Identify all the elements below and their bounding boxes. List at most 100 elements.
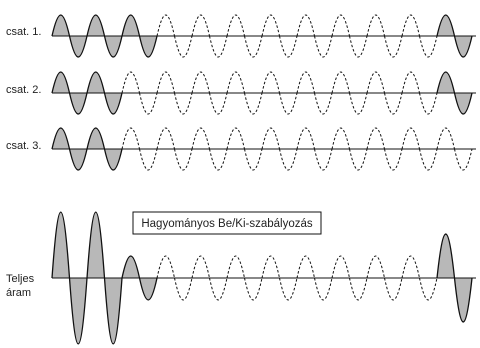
total-current-cycle-3-negative-half: [138, 277, 158, 301]
channel-1-cycle-6-negative-half: [244, 35, 263, 58]
channel-1-cycle-5-negative-half: [209, 35, 228, 58]
total-current-cycle-11-negative-half: [419, 277, 438, 301]
channel-3-cycle-10-negative-half: [384, 148, 403, 171]
total-current-cycle-12-negative-half: [453, 277, 473, 323]
channel-2-cycle-4-negative-half: [174, 92, 193, 115]
waveforms: [51, 14, 476, 345]
total-current-cycle-9-positive-half: [331, 255, 350, 279]
total-current-cycle-1-negative-half: [68, 277, 88, 345]
channel-2-cycle-3-positive-half: [121, 71, 140, 94]
total-current-cycle-8-positive-half: [296, 255, 315, 279]
total-current-cycle-7-negative-half: [279, 277, 298, 301]
channel-2-cycle-11-positive-half: [401, 71, 420, 94]
total-current-cycle-4-negative-half: [174, 277, 193, 301]
channel-3-cycle-12-positive-half: [436, 127, 455, 150]
channel-2-cycle-6-negative-half: [244, 92, 263, 115]
channel-3-cycle-1-negative-half: [68, 148, 88, 171]
channel-3-cycle-11-positive-half: [401, 127, 420, 150]
channel-2-cycle-3-negative-half: [139, 92, 158, 115]
total-current-cycle-7-positive-half: [261, 255, 280, 279]
channel-2-cycle-12-negative-half: [453, 92, 473, 115]
channel-3-cycle-2-positive-half: [86, 127, 106, 150]
channel-2-cycle-10-positive-half: [366, 71, 385, 94]
channel-1-cycle-11-positive-half: [401, 14, 420, 37]
total-current-cycle-12-positive-half: [436, 233, 456, 279]
total-current-cycle-4-positive-half: [156, 255, 175, 279]
channel-2-label: csat. 2.: [6, 84, 41, 96]
channel-1-cycle-12-positive-half: [436, 14, 456, 37]
total-current-label-line2: áram: [6, 287, 31, 299]
channel-3-cycle-3-positive-half: [121, 127, 140, 150]
channel-3-cycle-4-negative-half: [174, 148, 193, 171]
diagram-title: Hagyományos Be/Ki-szabályozás: [141, 218, 313, 230]
total-current-cycle-2-positive-half: [86, 211, 106, 279]
channel-1-cycle-2-negative-half: [103, 35, 123, 58]
channel-3-cycle-9-negative-half: [349, 148, 368, 171]
channel-1-cycle-8-positive-half: [296, 14, 315, 37]
channel-1-cycle-10-negative-half: [384, 35, 403, 58]
channel-3-cycle-2-negative-half: [103, 148, 123, 171]
channel-3-cycle-7-negative-half: [279, 148, 298, 171]
channel-3-cycle-9-positive-half: [331, 127, 350, 150]
channel-2-cycle-8-positive-half: [296, 71, 315, 94]
total-current-cycle-2-negative-half: [103, 277, 123, 345]
total-current-cycle-3-positive-half: [121, 255, 141, 279]
channel-1-cycle-3-positive-half: [121, 14, 141, 37]
channel-2-cycle-2-positive-half: [86, 71, 106, 94]
title-box: [132, 211, 322, 235]
channel-3-cycle-11-negative-half: [419, 148, 438, 171]
channel-2-cycle-5-negative-half: [209, 92, 228, 115]
channel-1-cycle-1-negative-half: [68, 35, 88, 58]
channel-3-cycle-7-positive-half: [261, 127, 280, 150]
channel-2-cycle-4-positive-half: [156, 71, 175, 94]
channel-3-cycle-6-positive-half: [226, 127, 245, 150]
channel-3-cycle-5-negative-half: [209, 148, 228, 171]
total-current-cycle-6-negative-half: [244, 277, 263, 301]
channel-1-cycle-7-negative-half: [279, 35, 298, 58]
total-current-cycle-6-positive-half: [226, 255, 245, 279]
channel-2-cycle-9-positive-half: [331, 71, 350, 94]
channel-3-cycle-12-negative-half: [454, 148, 473, 171]
channel-2-cycle-11-negative-half: [419, 92, 438, 115]
channel-1-cycle-1-positive-half: [51, 14, 71, 37]
total-current-cycle-5-positive-half: [191, 255, 210, 279]
channel-1-cycle-5-positive-half: [191, 14, 210, 37]
total-current-cycle-5-negative-half: [209, 277, 228, 301]
channel-2-cycle-5-positive-half: [191, 71, 210, 94]
channel-1-cycle-3-negative-half: [138, 35, 158, 58]
total-current-cycle-10-negative-half: [384, 277, 403, 301]
channel-3-cycle-1-positive-half: [51, 127, 71, 150]
total-current-cycle-1-positive-half: [51, 211, 71, 279]
channel-2-cycle-2-negative-half: [103, 92, 123, 115]
channel-1-cycle-8-negative-half: [314, 35, 333, 58]
channel-3-cycle-5-positive-half: [191, 127, 210, 150]
channel-3-cycle-3-negative-half: [139, 148, 158, 171]
channel-2-cycle-1-negative-half: [68, 92, 88, 115]
channel-2-cycle-6-positive-half: [226, 71, 245, 94]
total-current-cycle-8-negative-half: [314, 277, 333, 301]
channel-2-cycle-12-positive-half: [436, 71, 456, 94]
channel-2-cycle-7-negative-half: [279, 92, 298, 115]
channel-3-cycle-4-positive-half: [156, 127, 175, 150]
channel-3-cycle-8-negative-half: [314, 148, 333, 171]
channel-2-cycle-1-positive-half: [51, 71, 71, 94]
channel-1-cycle-9-positive-half: [331, 14, 350, 37]
total-current-label-line1: Teljes: [6, 273, 35, 285]
channel-1-cycle-9-negative-half: [349, 35, 368, 58]
channel-1-cycle-4-negative-half: [174, 35, 193, 58]
total-current-cycle-9-negative-half: [349, 277, 368, 301]
channel-2-cycle-7-positive-half: [261, 71, 280, 94]
channel-1-cycle-4-positive-half: [156, 14, 175, 37]
total-current-cycle-11-positive-half: [401, 255, 420, 279]
channel-2-cycle-10-negative-half: [384, 92, 403, 115]
channel-1-cycle-2-positive-half: [86, 14, 106, 37]
channel-2-cycle-8-negative-half: [314, 92, 333, 115]
channel-1-label: csat. 1.: [6, 26, 41, 38]
channel-1-cycle-7-positive-half: [261, 14, 280, 37]
channel-3-label: csat. 3.: [6, 140, 41, 152]
channel-1-cycle-12-negative-half: [453, 35, 473, 58]
channel-2-cycle-9-negative-half: [349, 92, 368, 115]
total-current-cycle-10-positive-half: [366, 255, 385, 279]
channel-3-cycle-6-negative-half: [244, 148, 263, 171]
